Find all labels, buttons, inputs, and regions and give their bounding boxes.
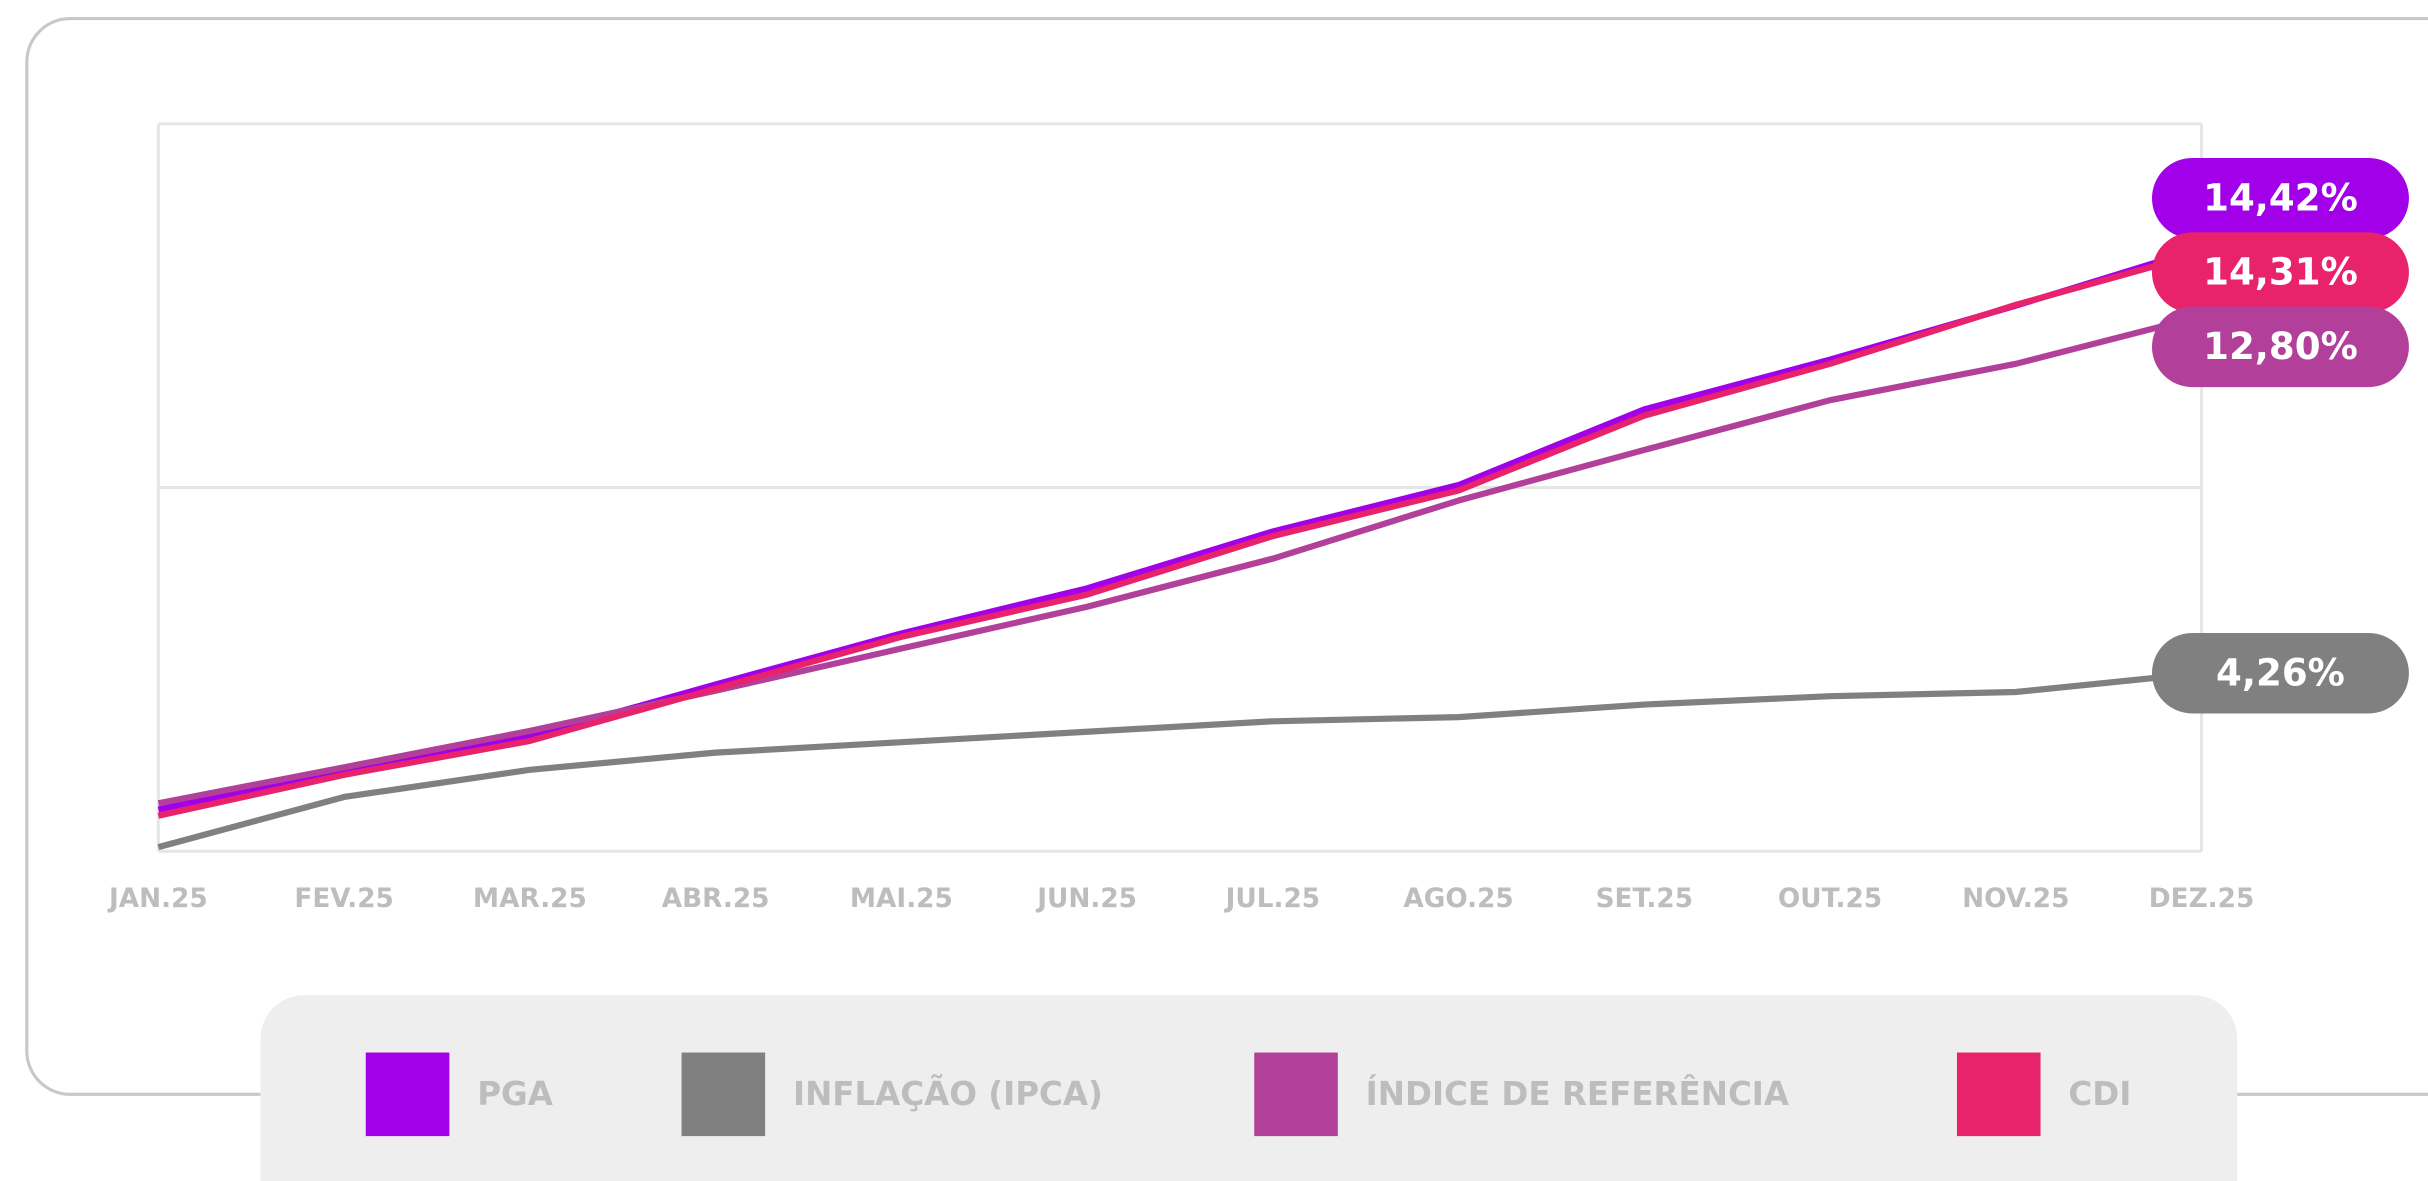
value-label: 14,42%: [2203, 176, 2358, 219]
x-tick-label: JUL.25: [1224, 884, 1320, 914]
legend-swatch: [1254, 1052, 1338, 1137]
x-tick-label: NOV.25: [1962, 884, 2069, 914]
series-line: [157, 245, 2203, 813]
legend-label: INFLAÇÃO (IPCA): [793, 1075, 1103, 1113]
value-label-pill: [2151, 632, 2409, 714]
card: [25, 17, 2428, 1096]
x-tick-label: OUT.25: [1778, 884, 1882, 914]
legend-swatch: [365, 1052, 450, 1137]
x-tick-label: JUN.25: [1035, 884, 1137, 914]
value-label: 12,80%: [2203, 325, 2358, 368]
x-tick-label: SET.25: [1596, 884, 1693, 914]
x-tick-label: MAR.25: [473, 884, 587, 914]
value-label-pill: [2151, 157, 2409, 239]
legend-swatch: [1956, 1052, 2041, 1137]
series-line: [157, 313, 2203, 807]
value-label-pill: [2151, 306, 2409, 388]
series-line: [157, 250, 2203, 819]
legend-box: [260, 995, 2238, 1181]
x-tick-label: JAN.25: [107, 884, 208, 914]
series-line: [157, 670, 2202, 851]
legend-swatch: [681, 1052, 766, 1137]
x-tick-label: DEZ.25: [2149, 884, 2254, 914]
x-tick-label: FEV.25: [294, 884, 393, 914]
value-label: 4,26%: [2216, 651, 2345, 694]
value-label-pill: [2151, 232, 2409, 313]
x-tick-label: ABR.25: [662, 884, 770, 914]
value-label: 14,31%: [2203, 251, 2358, 294]
legend-label: ÍNDICE DE REFERÊNCIA: [1366, 1075, 1789, 1113]
x-tick-label: AGO.25: [1403, 884, 1513, 914]
legend-label: CDI: [2068, 1075, 2131, 1113]
legend-label: PGA: [477, 1075, 553, 1113]
x-tick-label: MAI.25: [850, 884, 953, 914]
